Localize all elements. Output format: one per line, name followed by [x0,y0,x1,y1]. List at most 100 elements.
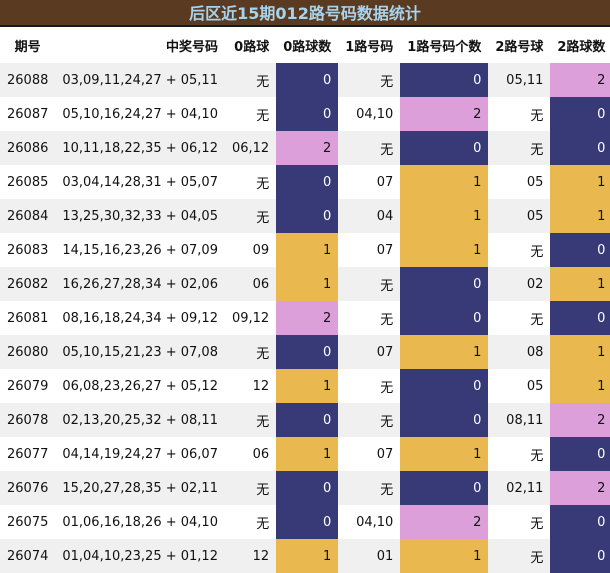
cell-route1-count: 0 [400,131,489,165]
cell-numbers: 14,15,16,23,26 + 07,09 [55,233,225,267]
cell-numbers: 16,26,27,28,34 + 02,06 [55,267,225,301]
cell-route0-count: 2 [276,131,339,165]
cell-route0-count: 1 [276,369,339,403]
cell-route2-balls: 05 [488,199,551,233]
cell-route2-balls: 无 [488,301,551,335]
table-row: 26088 03,09,11,24,27 + 05,11 无 0 无 0 05,11 2 [0,63,610,97]
cell-route2-balls: 02,11 [488,471,551,505]
cell-route1-numbers: 01 [338,539,401,573]
table-header-row: 期号 中奖号码 0路球 0路球数 1路号码 1路号码个数 2路号球 2路球数 [0,28,610,63]
cell-route1-count: 2 [400,97,489,131]
cell-route1-count: 0 [400,369,489,403]
cell-issue: 26082 [0,267,56,301]
cell-issue: 26083 [0,233,56,267]
cell-numbers: 03,04,14,28,31 + 05,07 [55,165,225,199]
cell-route0-balls: 06,12 [224,131,277,165]
cell-route1-count: 1 [400,165,489,199]
cell-route2-balls: 08,11 [488,403,551,437]
cell-route0-balls: 无 [224,63,277,97]
cell-route1-numbers: 07 [338,165,401,199]
cell-numbers: 01,04,10,23,25 + 01,12 [55,539,225,573]
cell-route1-numbers: 无 [338,369,401,403]
cell-route0-balls: 无 [224,199,277,233]
cell-route1-numbers: 无 [338,63,401,97]
cell-route2-balls: 无 [488,131,551,165]
cell-route1-numbers: 无 [338,403,401,437]
cell-route1-count: 0 [400,267,489,301]
table-row: 26079 06,08,23,26,27 + 05,12 12 1 无 0 05 1 [0,369,610,403]
cell-route2-balls: 无 [488,437,551,471]
cell-issue: 26076 [0,471,56,505]
cell-numbers: 13,25,30,32,33 + 04,05 [55,199,225,233]
cell-route1-count: 1 [400,335,489,369]
cell-route2-count: 2 [550,403,610,437]
cell-route0-count: 0 [276,403,339,437]
cell-route2-count: 0 [550,505,610,539]
header-route2-count: 2路球数 [550,28,610,63]
cell-route0-count: 0 [276,199,339,233]
cell-issue: 26087 [0,97,56,131]
cell-route2-count: 0 [550,233,610,267]
cell-route1-numbers: 无 [338,471,401,505]
cell-route0-balls: 09 [224,233,277,267]
cell-route1-count: 0 [400,301,489,335]
table-row: 26087 05,10,16,24,27 + 04,10 无 0 04,10 2 无 0 [0,97,610,131]
table-row: 26086 10,11,18,22,35 + 06,12 06,12 2 无 0 无 0 [0,131,610,165]
table-row: 26085 03,04,14,28,31 + 05,07 无 0 07 1 05 1 [0,165,610,199]
cell-route0-count: 1 [276,233,339,267]
cell-route0-count: 1 [276,539,339,573]
cell-numbers: 05,10,15,21,23 + 07,08 [55,335,225,369]
table-row: 26074 01,04,10,23,25 + 01,12 12 1 01 1 无 0 [0,539,610,573]
table-row: 26082 16,26,27,28,34 + 02,06 06 1 无 0 02 1 [0,267,610,301]
cell-route1-count: 1 [400,233,489,267]
cell-route2-balls: 05 [488,165,551,199]
cell-route2-count: 1 [550,335,610,369]
cell-issue: 26075 [0,505,56,539]
cell-route1-numbers: 无 [338,267,401,301]
cell-route2-balls: 02 [488,267,551,301]
cell-route0-balls: 06 [224,437,277,471]
table-row: 26081 08,16,18,24,34 + 09,12 09,12 2 无 0 无 0 [0,301,610,335]
cell-numbers: 08,16,18,24,34 + 09,12 [55,301,225,335]
table-row: 26075 01,06,16,18,26 + 04,10 无 0 04,10 2 无 0 [0,505,610,539]
cell-route0-balls: 无 [224,335,277,369]
cell-route2-balls: 05 [488,369,551,403]
cell-route2-count: 0 [550,301,610,335]
cell-route0-count: 1 [276,437,339,471]
header-route1-numbers: 1路号码 [338,28,401,63]
cell-issue: 26074 [0,539,56,573]
cell-route1-count: 1 [400,539,489,573]
cell-route0-count: 0 [276,63,339,97]
cell-route0-balls: 无 [224,505,277,539]
cell-route2-count: 0 [550,97,610,131]
cell-issue: 26079 [0,369,56,403]
cell-route2-count: 0 [550,437,610,471]
cell-numbers: 06,08,23,26,27 + 05,12 [55,369,225,403]
cell-numbers: 02,13,20,25,32 + 08,11 [55,403,225,437]
cell-route0-balls: 无 [224,403,277,437]
table-row: 26076 15,20,27,28,35 + 02,11 无 0 无 0 02,11 2 [0,471,610,505]
header-route0-count: 0路球数 [276,28,339,63]
cell-route2-balls: 08 [488,335,551,369]
cell-issue: 26084 [0,199,56,233]
cell-numbers: 10,11,18,22,35 + 06,12 [55,131,225,165]
cell-route2-count: 1 [550,267,610,301]
cell-route0-count: 0 [276,471,339,505]
cell-issue: 26088 [0,63,56,97]
cell-route2-count: 1 [550,165,610,199]
cell-route1-numbers: 04,10 [338,97,401,131]
cell-route2-balls: 05,11 [488,63,551,97]
header-route0-balls: 0路球 [224,28,277,63]
cell-route2-balls: 无 [488,505,551,539]
header-numbers: 中奖号码 [55,28,225,63]
cell-route2-count: 1 [550,199,610,233]
cell-route1-numbers: 07 [338,437,401,471]
cell-route1-numbers: 04,10 [338,505,401,539]
cell-route0-balls: 06 [224,267,277,301]
cell-numbers: 01,06,16,18,26 + 04,10 [55,505,225,539]
cell-route0-balls: 无 [224,165,277,199]
cell-route1-count: 1 [400,437,489,471]
header-route2-balls: 2路号球 [488,28,551,63]
cell-issue: 26078 [0,403,56,437]
cell-numbers: 03,09,11,24,27 + 05,11 [55,63,225,97]
